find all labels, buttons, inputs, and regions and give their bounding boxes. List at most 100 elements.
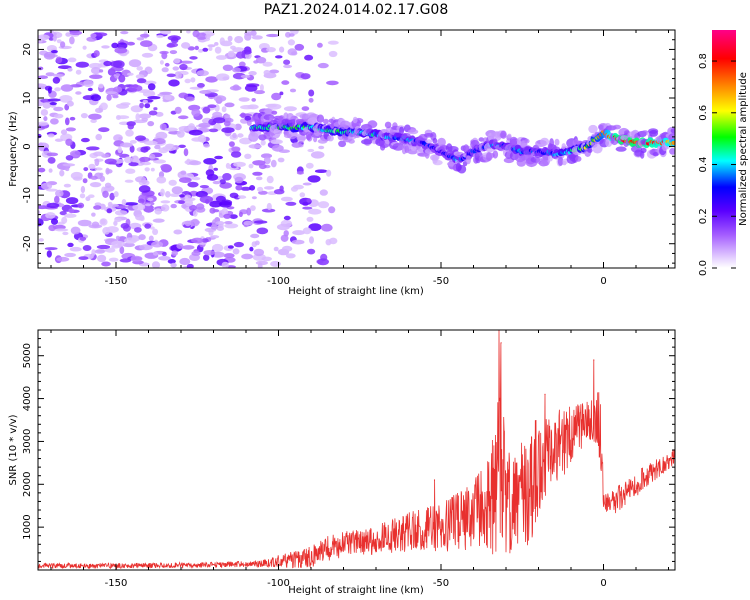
spectrogram-halo-cell	[367, 120, 378, 129]
x-tick-label: -50	[433, 276, 449, 287]
spectrogram-noise-cell	[66, 100, 74, 107]
y-tick-label: 10	[22, 92, 33, 105]
colorbar-tick-label: 0.2	[698, 208, 709, 224]
spectrogram-noise-cell	[138, 234, 146, 241]
spectrogram-noise-cell	[179, 257, 191, 266]
spectrogram-halo-cell	[313, 136, 318, 143]
spectrogram-noise-cell	[153, 107, 158, 111]
spectrogram-noise-cell	[239, 137, 252, 145]
spectrogram-noise-cell	[244, 33, 252, 41]
spectrogram-noise-cell	[116, 205, 130, 209]
spectrogram-noise-cell	[138, 113, 152, 119]
spectrogram-noise-cell	[98, 83, 104, 89]
spectrogram-halo-cell	[348, 139, 355, 144]
spectrogram-noise-cell	[80, 113, 88, 119]
spectrogram-noise-cell	[134, 227, 142, 233]
spectrogram-noise-cell	[234, 176, 244, 184]
spectrogram-noise-cell	[269, 69, 280, 74]
spectrogram-noise-cell	[326, 80, 339, 86]
spectrogram-noise-cell	[203, 143, 211, 148]
spectrogram-noise-cell	[287, 39, 295, 46]
spectrogram-noise-cell	[329, 237, 338, 245]
spectrogram-noise-cell	[106, 94, 112, 101]
spectrogram-noise-cell	[78, 256, 89, 260]
spectrogram-noise-cell	[127, 123, 134, 130]
spectrogram-noise-cell	[90, 33, 97, 38]
spectrogram-noise-cell	[40, 109, 49, 116]
spectrogram-noise-cell	[114, 47, 128, 54]
spectrogram-noise-cell	[143, 204, 155, 213]
spectrogram-noise-cell	[64, 252, 76, 258]
spectrogram-noise-cell	[215, 55, 228, 60]
spectrogram-noise-cell	[56, 192, 61, 197]
spectrogram-halo-cell	[557, 156, 564, 166]
spectrogram-halo-cell	[615, 146, 627, 152]
spectrogram-noise-cell	[138, 185, 151, 193]
spectrogram-noise-cell	[191, 251, 201, 256]
spectrogram-noise-cell	[52, 73, 65, 77]
spectrogram-noise-cell	[93, 50, 100, 57]
spectrogram-noise-cell	[59, 211, 67, 216]
spectrogram-noise-cell	[317, 258, 329, 266]
spectrogram-noise-cell	[129, 140, 137, 144]
spectrogram-noise-cell	[183, 148, 189, 157]
spectrogram-noise-cell	[178, 125, 192, 132]
spectrogram-noise-cell	[285, 253, 296, 259]
spectrogram-noise-cell	[210, 235, 220, 239]
spectrogram-noise-cell	[161, 204, 170, 212]
spectrogram-noise-cell	[45, 212, 56, 219]
spectrogram-noise-cell	[191, 108, 201, 117]
spectrogram-noise-cell	[130, 255, 143, 262]
spectrogram-noise-cell	[319, 189, 328, 196]
spectrogram-noise-cell	[205, 76, 218, 83]
spectrogram-noise-cell	[209, 207, 216, 214]
spectrogram-noise-cell	[266, 175, 274, 184]
spectrogram-noise-cell	[106, 169, 113, 174]
spectrogram-noise-cell	[86, 146, 100, 151]
spectrogram-noise-cell	[65, 197, 79, 205]
spectrogram-noise-cell	[86, 36, 97, 42]
spectrogram-noise-cell	[53, 106, 64, 112]
spectrogram-noise-cell	[248, 144, 262, 149]
spectrogram-noise-cell	[75, 61, 90, 68]
spectrogram-y-axis-label: Frequency (Hz)	[8, 111, 19, 187]
spectrogram-noise-cell	[173, 58, 181, 64]
spectrogram-noise-cell	[212, 117, 226, 124]
spectrogram-noise-cell	[281, 245, 293, 252]
spectrogram-noise-cell	[128, 162, 139, 167]
spectrogram-noise-cell	[232, 132, 237, 139]
colorbar: 0.0 0.2 0.4 0.6 0.8 Normalized spectral ampl…	[698, 30, 749, 276]
spectrogram-halo-cell	[364, 123, 369, 129]
x-tick-label: -150	[105, 276, 128, 287]
spectrogram-noise-cell	[159, 30, 172, 35]
spectrogram-noise-cell	[196, 83, 205, 88]
spectrogram-halo-cell	[612, 124, 622, 130]
spectrogram-halo-cell	[566, 154, 577, 165]
spectrogram-halo-cell	[652, 152, 659, 157]
spectrogram-noise-cell	[199, 90, 212, 94]
spectrogram-noise-cell	[91, 212, 96, 217]
spectrogram-noise-cell	[82, 245, 92, 251]
spectrogram-noise-cell	[90, 67, 101, 75]
spectrogram-noise-cell	[307, 248, 316, 255]
spectrogram-noise-cell	[140, 161, 151, 166]
spectrogram-noise-cell	[90, 175, 98, 180]
spectrogram-noise-cell	[178, 144, 186, 148]
spectrogram-noise-cell	[222, 64, 234, 72]
spectrogram-noise-cell	[38, 83, 47, 89]
spectrogram-noise-cell	[159, 123, 167, 131]
spectrogram-noise-cell	[105, 91, 118, 95]
spectrogram-noise-cell	[59, 169, 65, 177]
y-tick-label: 20	[22, 43, 33, 56]
spectrogram-noise-cell	[171, 250, 178, 256]
spectrogram-noise-cell	[154, 144, 161, 150]
spectrogram-noise-cell	[178, 92, 189, 99]
spectrogram-noise-cell	[69, 116, 76, 121]
spectrogram-noise-cell	[179, 63, 188, 71]
spectrogram-noise-cell	[77, 202, 85, 209]
spectrogram-noise-cell	[104, 182, 112, 188]
spectrogram-noise-cell	[308, 97, 314, 103]
spectrogram-noise-cell	[135, 176, 146, 183]
spectrogram-noise-cell	[202, 47, 209, 52]
